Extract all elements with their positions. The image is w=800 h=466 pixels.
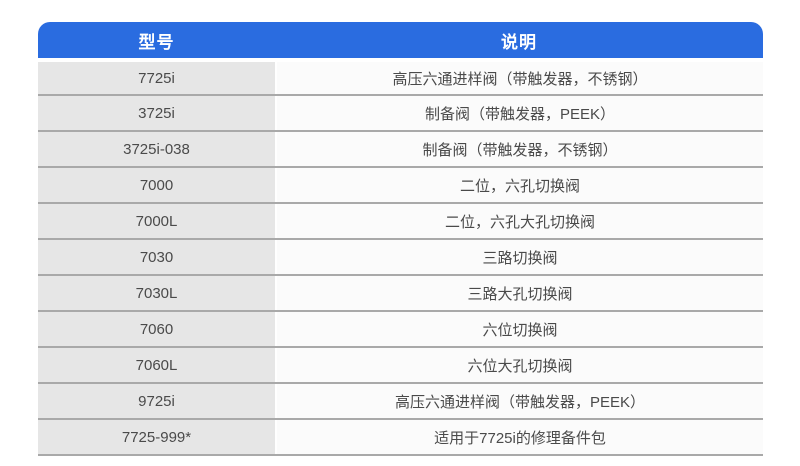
model-cell: 7725-999* [38,420,275,454]
table-row: 3725i-038 制备阀（带触发器，不锈钢） [38,130,763,166]
table-row: 7725-999* 适用于7725i的修理备件包 [38,418,763,454]
column-header-model: 型号 [138,32,175,52]
description-cell: 高压六通进样阀（带触发器，PEEK） [275,384,763,418]
product-model-table: 型号 说明 7725i 高压六通进样阀（带触发器，不锈钢） 3725i 制备阀（带触发… [38,22,763,456]
model-cell: 7000L [38,204,275,238]
model-cell: 7030L [38,276,275,310]
table-header-row: 型号 说明 [38,22,763,58]
table-row: 7060L 六位大孔切换阀 [38,346,763,382]
table-row: 3725i 制备阀（带触发器，PEEK） [38,94,763,130]
description-cell: 二位，六孔切换阀 [275,168,763,202]
model-cell: 3725i-038 [38,132,275,166]
model-cell: 7030 [38,240,275,274]
model-cell: 9725i [38,384,275,418]
table-row: 7030 三路切换阀 [38,238,763,274]
description-cell: 制备阀（带触发器，PEEK） [275,96,763,130]
model-cell: 7725i [38,62,275,94]
table-row: 9725i 高压六通进样阀（带触发器，PEEK） [38,382,763,418]
table-body: 7725i 高压六通进样阀（带触发器，不锈钢） 3725i 制备阀（带触发器，PEEK… [38,58,763,456]
table-row: 7725i 高压六通进样阀（带触发器，不锈钢） [38,58,763,94]
model-cell: 3725i [38,96,275,130]
description-cell: 六位大孔切换阀 [275,348,763,382]
table-row: 7060 六位切换阀 [38,310,763,346]
description-cell: 三路大孔切换阀 [275,276,763,310]
model-cell: 7060 [38,312,275,346]
description-cell: 三路切换阀 [275,240,763,274]
description-cell: 高压六通进样阀（带触发器，不锈钢） [275,62,763,94]
table-row: 7000L 二位，六孔大孔切换阀 [38,202,763,238]
column-header-description: 说明 [501,32,537,52]
description-cell: 适用于7725i的修理备件包 [275,420,763,454]
table-row: 7000 二位，六孔切换阀 [38,166,763,202]
table-row: 7030L 三路大孔切换阀 [38,274,763,310]
description-cell: 制备阀（带触发器，不锈钢） [275,132,763,166]
model-cell: 7000 [38,168,275,202]
model-cell: 7060L [38,348,275,382]
description-cell: 六位切换阀 [275,312,763,346]
description-cell: 二位，六孔大孔切换阀 [275,204,763,238]
